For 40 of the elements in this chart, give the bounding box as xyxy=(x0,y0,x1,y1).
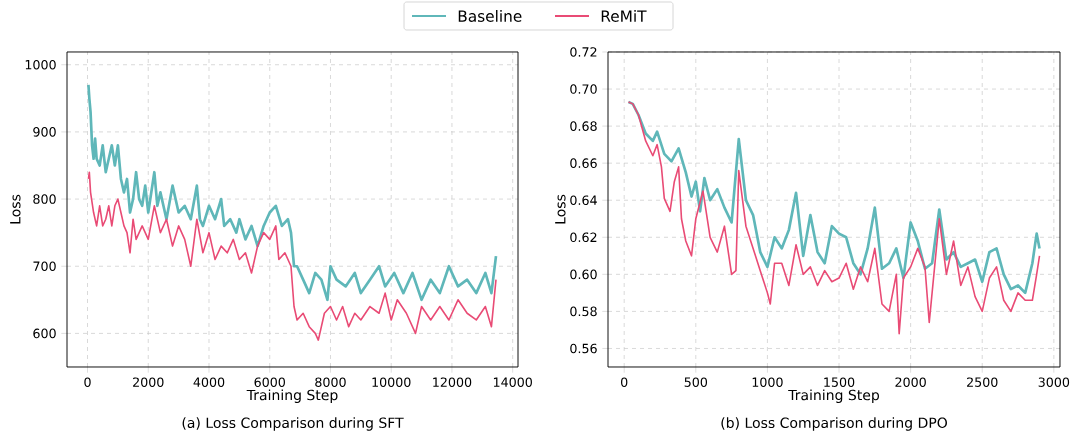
y-tick-label: 700 xyxy=(33,261,56,272)
x-tick-label: 2000 xyxy=(133,377,164,387)
y-axis-title: Loss xyxy=(10,194,21,224)
x-tick-label: 0 xyxy=(84,377,91,387)
line-series xyxy=(87,171,497,341)
x-tick-label: 2500 xyxy=(967,377,998,387)
y-tick-label: 0.60 xyxy=(570,269,597,280)
y-tick-label: 800 xyxy=(33,194,56,204)
x-tick-label: 2000 xyxy=(895,377,926,387)
y-tick-label: 0.66 xyxy=(570,158,597,168)
y-tick-label: 600 xyxy=(33,328,56,339)
x-tick-label: 6000 xyxy=(254,377,285,387)
x-tick-label: 0 xyxy=(621,377,628,387)
y-tick-label: 0.72 xyxy=(570,47,597,57)
x-tick-label: 12000 xyxy=(433,377,472,387)
x-axis-title: Training Step xyxy=(246,389,338,403)
y-tick-label: 0.56 xyxy=(570,343,597,354)
text: (b) Loss Comparison during DPO xyxy=(721,417,947,431)
y-tick-label: 0.58 xyxy=(570,306,597,317)
y-tick-label: 900 xyxy=(33,127,56,137)
x-tick-label: 10000 xyxy=(372,377,411,387)
x-tick-label: 3000 xyxy=(1038,377,1070,387)
y-tick-label: 0.68 xyxy=(570,121,597,131)
x-axis-title: Training Step xyxy=(788,389,880,403)
legend-label: Baseline xyxy=(458,10,522,22)
y-tick-label: 0.62 xyxy=(570,232,597,243)
x-tick-label: 14000 xyxy=(493,377,532,387)
x-tick-label: 8000 xyxy=(315,377,346,387)
y-tick-label: 0.64 xyxy=(570,195,597,206)
x-tick-label: 1000 xyxy=(752,377,783,387)
x-tick-label: 500 xyxy=(684,377,708,387)
text: (a) Loss Comparison during SFT xyxy=(182,417,404,431)
x-tick-label: 4000 xyxy=(193,377,225,387)
y-tick-label: 0.70 xyxy=(570,84,597,94)
line-series xyxy=(627,100,1041,295)
y-tick-label: 1000 xyxy=(25,59,56,70)
line-series xyxy=(87,83,498,302)
legend-label: ReMiT xyxy=(601,10,647,22)
x-tick-label: 1500 xyxy=(824,377,855,387)
y-axis-title: Loss xyxy=(555,194,566,224)
